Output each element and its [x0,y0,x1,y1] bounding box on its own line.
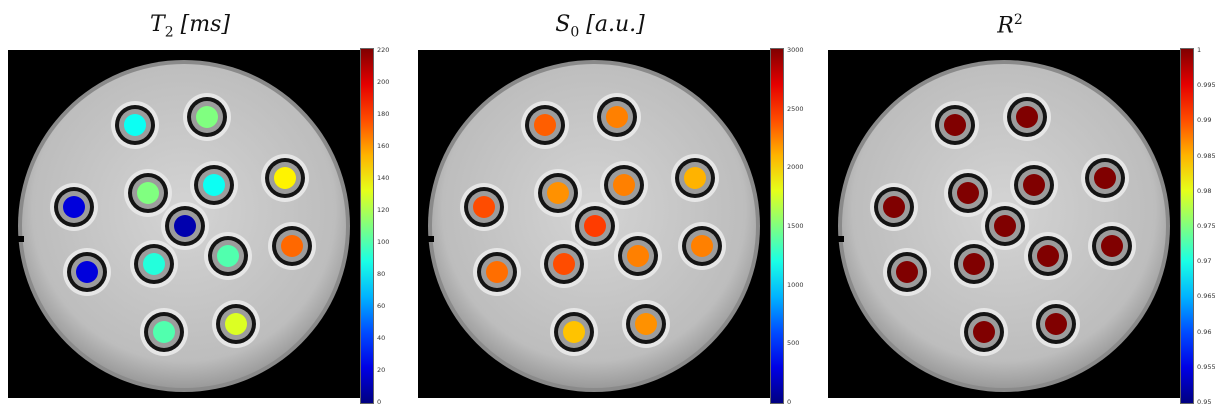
vial-value [124,114,146,136]
vial-value [486,261,508,283]
vial-value [553,253,575,275]
colorbar-labels: 3000 2500 2000 1500 1000 500 0 [787,46,817,406]
vial-value [635,313,657,335]
colorbar-tick-label: 0 [787,398,792,406]
colorbar-tick-label: 500 [787,339,800,348]
vial-value [76,261,98,283]
colorbar-tick-label: 2000 [787,163,804,172]
vial-value [896,261,918,283]
colorbar-tick-label: 40 [377,334,386,342]
title-subscript: 0 [570,24,580,41]
vial-value [63,196,85,218]
colorbar [360,48,374,404]
colorbar-tick-label: 120 [377,206,390,214]
vial-value [1016,106,1038,128]
colorbar-tick-label: 0.97 [1197,257,1212,266]
colorbar [1180,48,1194,404]
vial-value [883,196,905,218]
vial-value [196,106,218,128]
title-superscript: 2 [1013,12,1023,28]
vial-value [143,253,165,275]
vial-value [1045,313,1067,335]
panel-title: R2 [830,12,1190,38]
vial-value [274,167,296,189]
vial-value [944,114,966,136]
colorbar-tick-label: 80 [377,270,386,278]
colorbar-tick-label: 0.98 [1197,186,1212,195]
title-symbol: R [997,13,1014,39]
colorbar [770,48,784,404]
vial-value [627,245,649,267]
vial-value [281,235,303,257]
colorbar-tick-label: 1500 [787,222,804,230]
vial-value [691,235,713,257]
vial-value [534,114,556,136]
colorbar-tick-label: 0.96 [1197,327,1212,336]
vial-value [473,196,495,218]
vial-value [994,215,1016,237]
colorbar-tick-label: 2500 [787,104,804,113]
colorbar-tick-label: 0.985 [1197,151,1215,160]
phantom-notch [426,236,434,242]
vial-value [174,215,196,237]
vial-value [225,313,247,335]
vial-value [153,321,175,343]
colorbar-labels: 220 200 180 160 140 120 100 80 60 40 20 0 [377,46,407,406]
colorbar-tick-label: 0.975 [1197,222,1215,230]
vial-value [613,174,635,196]
title-symbol: S [555,12,571,37]
colorbar-labels: 1 0.995 0.99 0.985 0.98 0.975 0.97 0.965 0.96 0.9… [1197,46,1215,406]
colorbar-tick-label: 0.995 [1197,81,1215,90]
colorbar-tick-label: 220 [377,46,390,54]
vial-value [584,215,606,237]
colorbar-tick-label: 1 [1197,46,1202,54]
colorbar-tick-label: 0.955 [1197,362,1215,371]
colorbar-tick-label: 20 [377,366,386,374]
colorbar-tick-label: 0.99 [1197,116,1212,125]
vial-value [963,253,985,275]
panel-title: T2 [ms] [10,12,370,40]
vial-value [1037,245,1059,267]
vial-value [217,245,239,267]
colorbar-tick-label: 1000 [787,280,804,289]
vial-value [1023,174,1045,196]
vial-value [137,182,159,204]
vial-value [1101,235,1123,257]
vial-value [1094,167,1116,189]
title-unit: [a.u.] [579,12,645,37]
colorbar-tick-label: 140 [377,174,390,182]
colorbar-tick-label: 200 [377,78,390,86]
colorbar-tick-label: 100 [377,238,390,246]
phantom-svg [16,60,350,392]
vial-value [684,167,706,189]
panel-title: S0 [a.u.] [420,12,780,40]
colorbar-tick-label: 3000 [787,46,804,54]
phantom-notch [16,236,24,242]
colorbar-tick-label: 160 [377,142,390,150]
phantom-svg [426,60,760,392]
phantom-svg [836,60,1170,392]
colorbar-tick-label: 0.965 [1197,292,1215,301]
vial-value [203,174,225,196]
vial-value [957,182,979,204]
vial-value [563,321,585,343]
colorbar-tick-label: 180 [377,110,390,118]
mri-image [418,50,770,398]
colorbar-tick-label: 60 [377,302,386,310]
title-subscript: 2 [164,24,174,41]
colorbar-tick-label: 0 [377,398,382,406]
colorbar-tick-label: 0.95 [1197,398,1212,406]
phantom-notch [836,236,844,242]
vial-value [973,321,995,343]
title-unit: [ms] [173,12,230,37]
vial-value [606,106,628,128]
title-symbol: T [150,12,165,37]
mri-image [828,50,1180,398]
vial-value [547,182,569,204]
mri-image [8,50,360,398]
